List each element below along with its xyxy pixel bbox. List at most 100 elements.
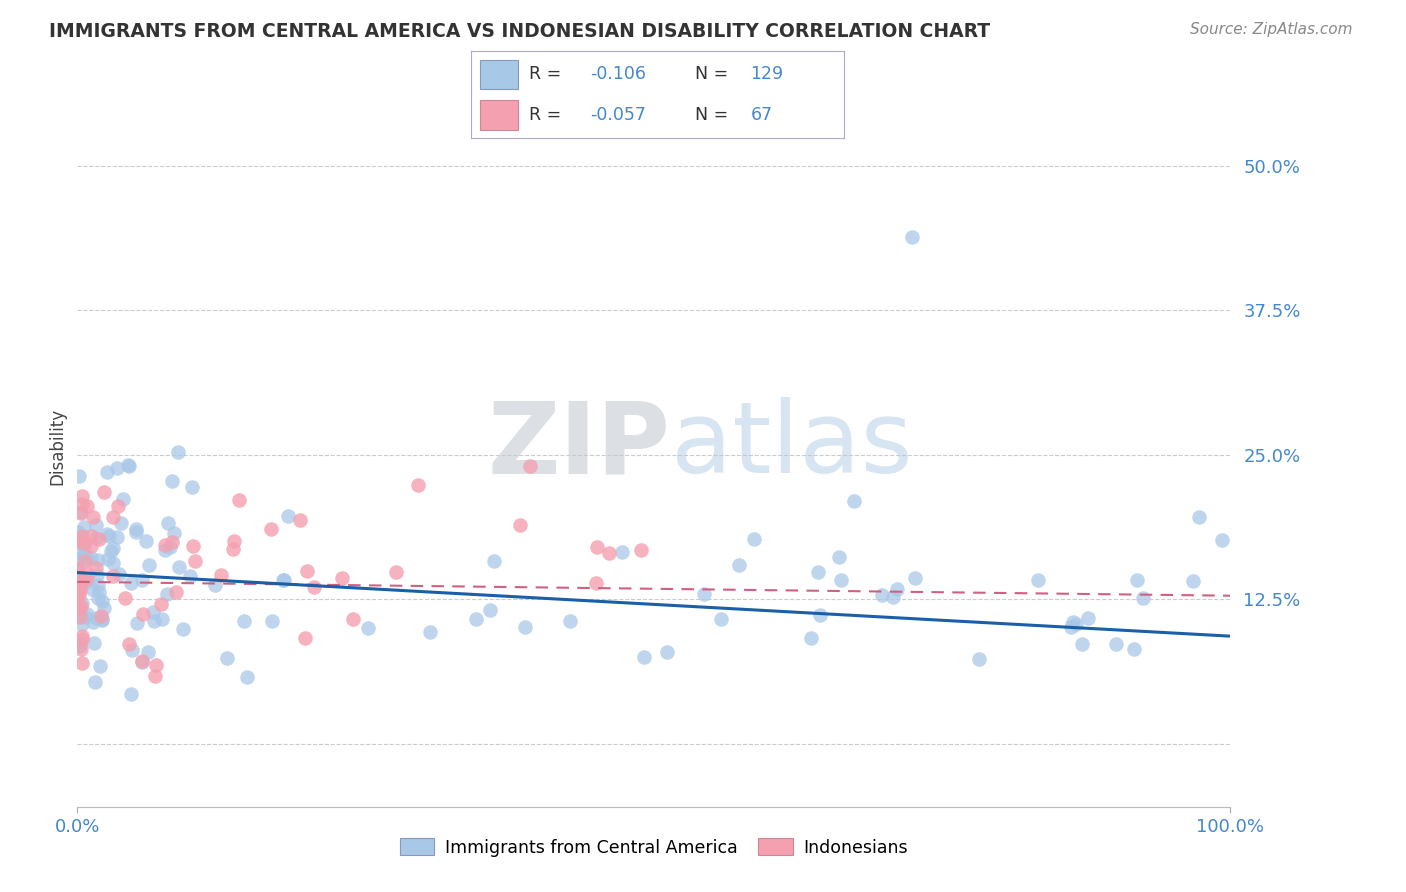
Point	[87, 578, 110, 592]
Point	[585, 576, 607, 591]
Point	[882, 590, 904, 604]
Point	[107, 499, 129, 513]
Point	[66, 590, 89, 604]
Point	[114, 591, 136, 605]
Point	[86, 568, 108, 582]
Point	[75, 574, 97, 589]
Point	[84, 517, 107, 532]
Point	[66, 552, 89, 566]
Point	[558, 615, 581, 629]
Point	[693, 587, 716, 601]
Point	[384, 566, 406, 580]
Point	[222, 534, 245, 549]
Point	[172, 622, 194, 636]
Point	[84, 611, 107, 625]
Point	[70, 489, 93, 503]
Point	[90, 594, 112, 608]
Point	[120, 575, 142, 590]
Point	[66, 566, 89, 580]
Point	[66, 524, 89, 539]
Point	[179, 569, 201, 583]
Point	[118, 458, 141, 473]
Point	[294, 632, 316, 646]
Point	[79, 551, 101, 566]
Point	[233, 614, 256, 628]
Point	[75, 553, 97, 567]
Point	[236, 670, 259, 684]
Point	[76, 607, 98, 622]
Point	[117, 637, 139, 651]
Point	[110, 516, 132, 530]
Point	[598, 546, 620, 560]
Point	[75, 573, 97, 587]
Point	[131, 655, 153, 669]
Point	[69, 637, 91, 651]
Point	[67, 569, 90, 583]
Point	[97, 529, 120, 543]
Point	[842, 494, 865, 508]
Point	[73, 536, 96, 550]
Point	[630, 543, 652, 558]
Point	[612, 545, 634, 559]
Point	[870, 588, 893, 602]
Point	[111, 491, 134, 506]
Point	[70, 641, 93, 656]
Point	[222, 541, 245, 556]
Point	[101, 509, 124, 524]
Point	[97, 552, 120, 566]
Point	[131, 573, 153, 587]
Point	[80, 539, 103, 553]
Text: -0.057: -0.057	[591, 105, 647, 124]
Point	[271, 574, 294, 588]
Point	[728, 558, 751, 572]
Point	[69, 609, 91, 624]
Text: R =: R =	[529, 105, 561, 124]
Point	[167, 559, 190, 574]
Point	[72, 632, 94, 646]
Point	[76, 552, 98, 566]
Point	[509, 517, 531, 532]
Point	[117, 458, 139, 472]
Point	[209, 568, 232, 582]
Point	[142, 605, 165, 619]
Point	[67, 639, 90, 653]
Point	[91, 611, 114, 625]
Point	[1077, 611, 1099, 625]
Point	[153, 538, 176, 552]
Point	[904, 571, 927, 585]
Point	[70, 629, 93, 643]
Point	[406, 477, 429, 491]
Point	[145, 658, 167, 673]
FancyBboxPatch shape	[481, 100, 517, 129]
Point	[120, 687, 142, 701]
Point	[93, 600, 115, 615]
Point	[87, 591, 110, 605]
Point	[67, 601, 90, 615]
Text: IMMIGRANTS FROM CENTRAL AMERICA VS INDONESIAN DISABILITY CORRELATION CHART: IMMIGRANTS FROM CENTRAL AMERICA VS INDON…	[49, 22, 990, 41]
Point	[80, 582, 103, 596]
Point	[1211, 533, 1233, 547]
Point	[66, 562, 89, 576]
Point	[125, 522, 148, 536]
Point	[830, 573, 852, 587]
Point	[127, 616, 149, 631]
Point	[1026, 573, 1049, 587]
Point	[1071, 637, 1094, 651]
Point	[633, 650, 655, 665]
Point	[70, 599, 93, 613]
Point	[69, 607, 91, 622]
Point	[66, 603, 89, 617]
Point	[67, 534, 90, 549]
Point	[87, 532, 110, 546]
Point	[93, 485, 115, 500]
Point	[66, 582, 89, 597]
Point	[70, 596, 93, 610]
Point	[69, 570, 91, 584]
Point	[901, 230, 924, 244]
Point	[105, 530, 128, 544]
Point	[96, 466, 118, 480]
Point	[136, 644, 159, 658]
Point	[86, 531, 108, 545]
Point	[228, 492, 250, 507]
Point	[162, 526, 184, 541]
